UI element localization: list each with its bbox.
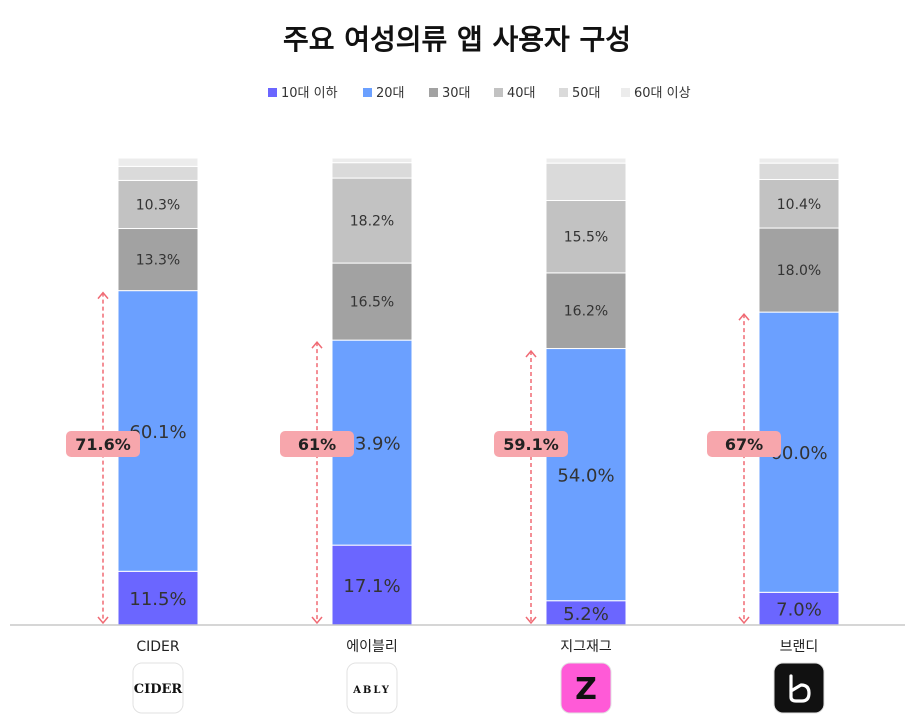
- cider-logo-icon: CIDER: [132, 662, 184, 714]
- legend-item: 10대 이하: [268, 86, 338, 101]
- bar-segment: [545, 600, 627, 626]
- combined-label: 61%: [298, 435, 336, 454]
- data-label: 10.3%: [136, 197, 180, 213]
- brandi-glyph: [789, 674, 811, 703]
- data-label: 15.5%: [564, 230, 608, 246]
- ably-logo-icon: ABLY: [346, 662, 398, 714]
- x-axis: CIDER CIDER 에이블리 ABLY 지그재그 Z 브랜디: [132, 639, 825, 714]
- bar-segment: [758, 591, 840, 626]
- legend-item: 60대 이상: [621, 86, 691, 101]
- legend-item: 50대: [559, 86, 601, 101]
- bar-segment: [117, 570, 199, 626]
- legend-label: 10대 이하: [281, 86, 338, 101]
- combined-badge: [707, 431, 781, 457]
- legend-label: 30대: [442, 86, 471, 101]
- arrow-head-up: [525, 349, 537, 358]
- category-label: 지그재그: [560, 639, 612, 655]
- data-label: 54.0%: [557, 466, 614, 487]
- bar-segment: [117, 179, 199, 230]
- data-label: 17.1%: [343, 576, 400, 597]
- data-label: 16.2%: [564, 304, 608, 320]
- data-label: 13.3%: [136, 253, 180, 269]
- under-30-annotation: 67%: [707, 312, 781, 625]
- bar-segment: [758, 162, 840, 180]
- category-label: 브랜디: [780, 639, 819, 655]
- combined-badge: [494, 431, 568, 457]
- bars: 11.5% 60.1% 13.3% 10.3% 17.1% 43.9% 16.5% 18.2%…: [117, 157, 840, 626]
- brandi-logo-icon: [773, 662, 825, 714]
- bar-segment: [758, 157, 840, 164]
- legend-label: 50대: [572, 86, 601, 101]
- legend-swatch: [559, 88, 568, 97]
- logo-tile: [346, 662, 398, 714]
- legend: 10대 이하 20대 30대 40대 50대 60대 이상: [268, 86, 691, 101]
- legend-swatch: [268, 88, 277, 97]
- bar-segment: [331, 157, 413, 164]
- bar-segment: [758, 227, 840, 313]
- bar-segment: [117, 290, 199, 572]
- bar-segment: [117, 228, 199, 292]
- chart-title: 주요 여성의류 앱 사용자 구성: [283, 23, 631, 56]
- under-30-annotation: 59.1%: [494, 349, 568, 625]
- bar-segment: [545, 199, 627, 274]
- legend-item: 20대: [363, 86, 405, 101]
- logo-text: CIDER: [134, 682, 183, 697]
- data-label: 10.4%: [777, 197, 821, 213]
- data-label: 18.2%: [350, 214, 394, 230]
- arrow-head-up: [738, 312, 750, 321]
- data-label: 18.0%: [777, 263, 821, 279]
- arrow-head-down: [311, 616, 323, 625]
- category-label: CIDER: [136, 639, 180, 655]
- data-label: 11.5%: [129, 589, 186, 610]
- combined-label: 71.6%: [75, 435, 131, 454]
- logo-tile: [132, 662, 184, 714]
- bar-segment: [331, 162, 413, 179]
- arrow-head-down: [525, 616, 537, 625]
- arrow-head-up: [97, 291, 109, 300]
- data-label: 5.2%: [563, 604, 609, 625]
- under-30-annotations: 71.6% 61% 59.1% 67%: [66, 291, 781, 625]
- legend-swatch: [494, 88, 503, 97]
- combined-label: 59.1%: [503, 435, 559, 454]
- bar-segment: [331, 262, 413, 341]
- legend-label: 20대: [376, 86, 405, 101]
- data-label: 7.0%: [776, 600, 822, 621]
- bar-segment: [117, 165, 199, 181]
- legend-swatch: [429, 88, 438, 97]
- legend-item: 40대: [494, 86, 536, 101]
- logo-text: Z: [575, 672, 597, 707]
- legend-label: 60대 이상: [634, 86, 691, 101]
- bar-segment: [331, 177, 413, 264]
- data-label: 16.5%: [350, 295, 394, 311]
- bar-segment: [545, 157, 627, 164]
- bar-segment: [117, 157, 199, 167]
- bar-segment: [545, 348, 627, 602]
- arrow-head-down: [97, 616, 109, 625]
- data-label: 60.1%: [129, 422, 186, 443]
- category-label: 에이블리: [346, 639, 398, 655]
- logo-tile: [560, 662, 612, 714]
- bar-segment: [758, 178, 840, 229]
- logo-text: ABLY: [352, 685, 391, 696]
- arrow-head-down: [738, 616, 750, 625]
- under-30-annotation: 71.6%: [66, 291, 140, 625]
- legend-item: 30대: [429, 86, 471, 101]
- legend-label: 40대: [507, 86, 536, 101]
- data-label: 43.9%: [343, 434, 400, 455]
- legend-swatch: [363, 88, 372, 97]
- under-30-annotation: 61%: [280, 340, 354, 625]
- zigzag-logo-icon: Z: [560, 662, 612, 714]
- legend-swatch: [621, 88, 630, 97]
- bar-segment: [545, 162, 627, 201]
- combined-label: 67%: [725, 435, 763, 454]
- combined-badge: [66, 431, 140, 457]
- data-label: 60.0%: [770, 443, 827, 464]
- arrow-head-up: [311, 340, 323, 349]
- combined-badge: [280, 431, 354, 457]
